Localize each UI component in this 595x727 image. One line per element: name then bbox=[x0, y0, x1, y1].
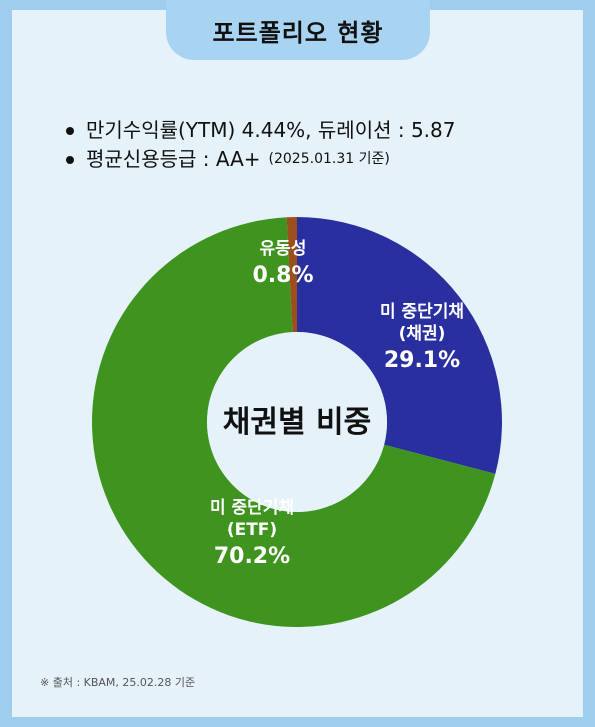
pie-slice-0 bbox=[297, 217, 503, 474]
slice-label-2-line-0: 유동성 bbox=[260, 239, 307, 259]
bullet-dot-icon bbox=[66, 126, 74, 135]
slice-label-1-line-0: 미 중단기채 bbox=[210, 498, 294, 518]
pie-slice-1 bbox=[91, 217, 496, 628]
slice-label-0-line-1: (채권) bbox=[399, 324, 446, 344]
pie-slice-2 bbox=[286, 217, 297, 333]
bullet-ytm-duration: 만기수익률(YTM) 4.44%, 듀레이션 : 5.87 bbox=[66, 116, 456, 145]
slice-value-1: 70.2% bbox=[214, 544, 290, 569]
chart-center-title: 채권별 비중 bbox=[223, 405, 371, 440]
credit-rating-date: (2025.01.31 기준) bbox=[268, 151, 390, 167]
donut-hole bbox=[207, 332, 387, 512]
page-title: 포트폴리오 현황 bbox=[166, 0, 430, 60]
ytm-duration-text: 만기수익률(YTM) 4.44%, 듀레이션 : 5.87 bbox=[86, 118, 456, 142]
credit-rating-text: 평균신용등급 : AA+ bbox=[86, 147, 261, 171]
bullet-credit-rating: 평균신용등급 : AA+ (2025.01.31 기준) bbox=[66, 145, 456, 174]
summary-bullets: 만기수익률(YTM) 4.44%, 듀레이션 : 5.87 평균신용등급 : A… bbox=[66, 116, 456, 174]
slice-label-1-line-1: (ETF) bbox=[227, 520, 277, 540]
source-note: ※ 출처 : KBAM, 25.02.28 기준 bbox=[40, 676, 196, 689]
slice-value-0: 29.1% bbox=[384, 348, 460, 373]
slice-value-2: 0.8% bbox=[252, 263, 313, 288]
slice-label-0-line-0: 미 중단기채 bbox=[380, 302, 464, 322]
bullet-dot-icon bbox=[66, 155, 74, 164]
